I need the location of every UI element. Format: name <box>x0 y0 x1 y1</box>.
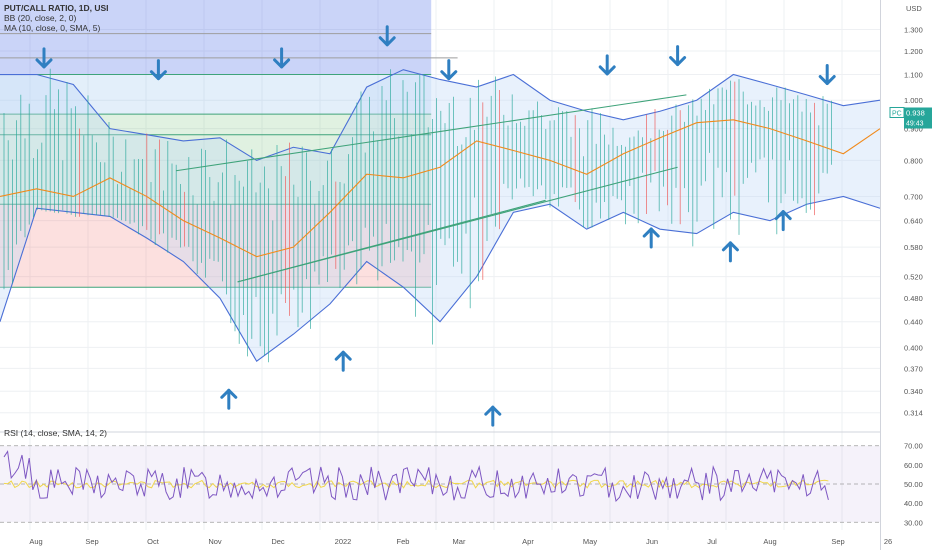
bb-lower-line <box>0 195 881 363</box>
rsi-tick-label: 70.00 <box>904 442 923 451</box>
y-tick-label: 1.100 <box>904 71 923 80</box>
rsi-band-fill <box>0 445 880 523</box>
x-tick-label: May <box>583 537 597 546</box>
arrow-up <box>642 227 660 249</box>
y-tick-label: 1.300 <box>904 25 923 34</box>
arrow-up <box>721 241 739 263</box>
x-tick-label: 2022 <box>335 537 352 546</box>
y-tick-label: 0.520 <box>904 273 923 282</box>
ma-line <box>0 119 881 258</box>
bb-fill <box>0 69 880 362</box>
y-tick-label: 1.200 <box>904 47 923 56</box>
y-tick-label: 0.480 <box>904 294 923 303</box>
legend-symbol[interactable]: PUT/CALL RATIO, 1D, USI <box>4 3 109 13</box>
arrow-down <box>378 25 396 47</box>
y-tick-label: 0.340 <box>904 387 923 396</box>
arrow-down <box>598 54 616 76</box>
y-tick-label: 0.900 <box>904 125 923 134</box>
trendline <box>237 199 546 283</box>
y-tick-label: 0.314 <box>904 409 923 418</box>
rsi-signal-line <box>3 479 829 489</box>
x-tick-label: Mar <box>453 537 466 546</box>
arrow-down <box>818 64 836 86</box>
price-badge-value: 0.938 <box>906 108 925 117</box>
x-tick-label: Apr <box>522 537 534 546</box>
y-tick-label: 0.440 <box>904 318 923 327</box>
arrow-down <box>35 47 53 69</box>
price-badge-symbol: PC <box>892 110 902 117</box>
x-tick-label: Jul <box>707 537 717 546</box>
price-badge-countdown: 49:43 <box>906 120 924 127</box>
legend-rsi[interactable]: RSI (14, close, SMA, 14, 2) <box>4 428 107 438</box>
price-zone <box>0 114 432 205</box>
trendline <box>175 94 687 172</box>
x-tick-label: Aug <box>763 537 776 546</box>
y-tick-label: 0.640 <box>904 217 923 226</box>
axis-unit-label: USD <box>906 4 922 13</box>
arrow-down <box>149 59 167 81</box>
y-tick-label: 0.580 <box>904 243 923 252</box>
x-tick-label: 26 <box>884 537 892 546</box>
arrow-up <box>774 210 792 232</box>
y-tick-label: 0.700 <box>904 192 923 201</box>
rsi-line <box>3 450 829 502</box>
y-tick-label: 0.800 <box>904 156 923 165</box>
legend: PUT/CALL RATIO, 1D, USI BB (20, close, 2… <box>4 3 109 33</box>
rsi-tick-label: 60.00 <box>904 461 923 470</box>
price-zone <box>0 74 432 115</box>
legend-bb[interactable]: BB (20, close, 2, 0) <box>4 13 77 23</box>
price-zone <box>0 0 432 75</box>
x-tick-label: Dec <box>271 537 285 546</box>
x-tick-label: Aug <box>29 537 42 546</box>
arrow-down <box>273 47 291 69</box>
rsi-tick-label: 40.00 <box>904 499 923 508</box>
price-badge-box <box>904 107 932 129</box>
price-zone <box>0 204 432 288</box>
arrow-up <box>220 388 238 410</box>
arrow-down <box>669 45 687 67</box>
arrow-up <box>334 350 352 372</box>
y-tick-label: 0.400 <box>904 343 923 352</box>
x-tick-label: Nov <box>208 537 222 546</box>
rsi-tick-label: 50.00 <box>904 480 923 489</box>
x-tick-label: Jun <box>646 537 658 546</box>
x-tick-label: Oct <box>147 537 160 546</box>
y-tick-label: 0.370 <box>904 364 923 373</box>
x-tick-label: Sep <box>831 537 844 546</box>
x-tick-label: Sep <box>85 537 98 546</box>
arrow-up <box>484 405 502 427</box>
arrow-down <box>440 59 458 81</box>
x-tick-label: Feb <box>397 537 410 546</box>
rsi-tick-label: 30.00 <box>904 518 923 527</box>
y-tick-label: 1.000 <box>904 96 923 105</box>
legend-ma[interactable]: MA (10, close, 0, SMA, 5) <box>4 23 101 33</box>
